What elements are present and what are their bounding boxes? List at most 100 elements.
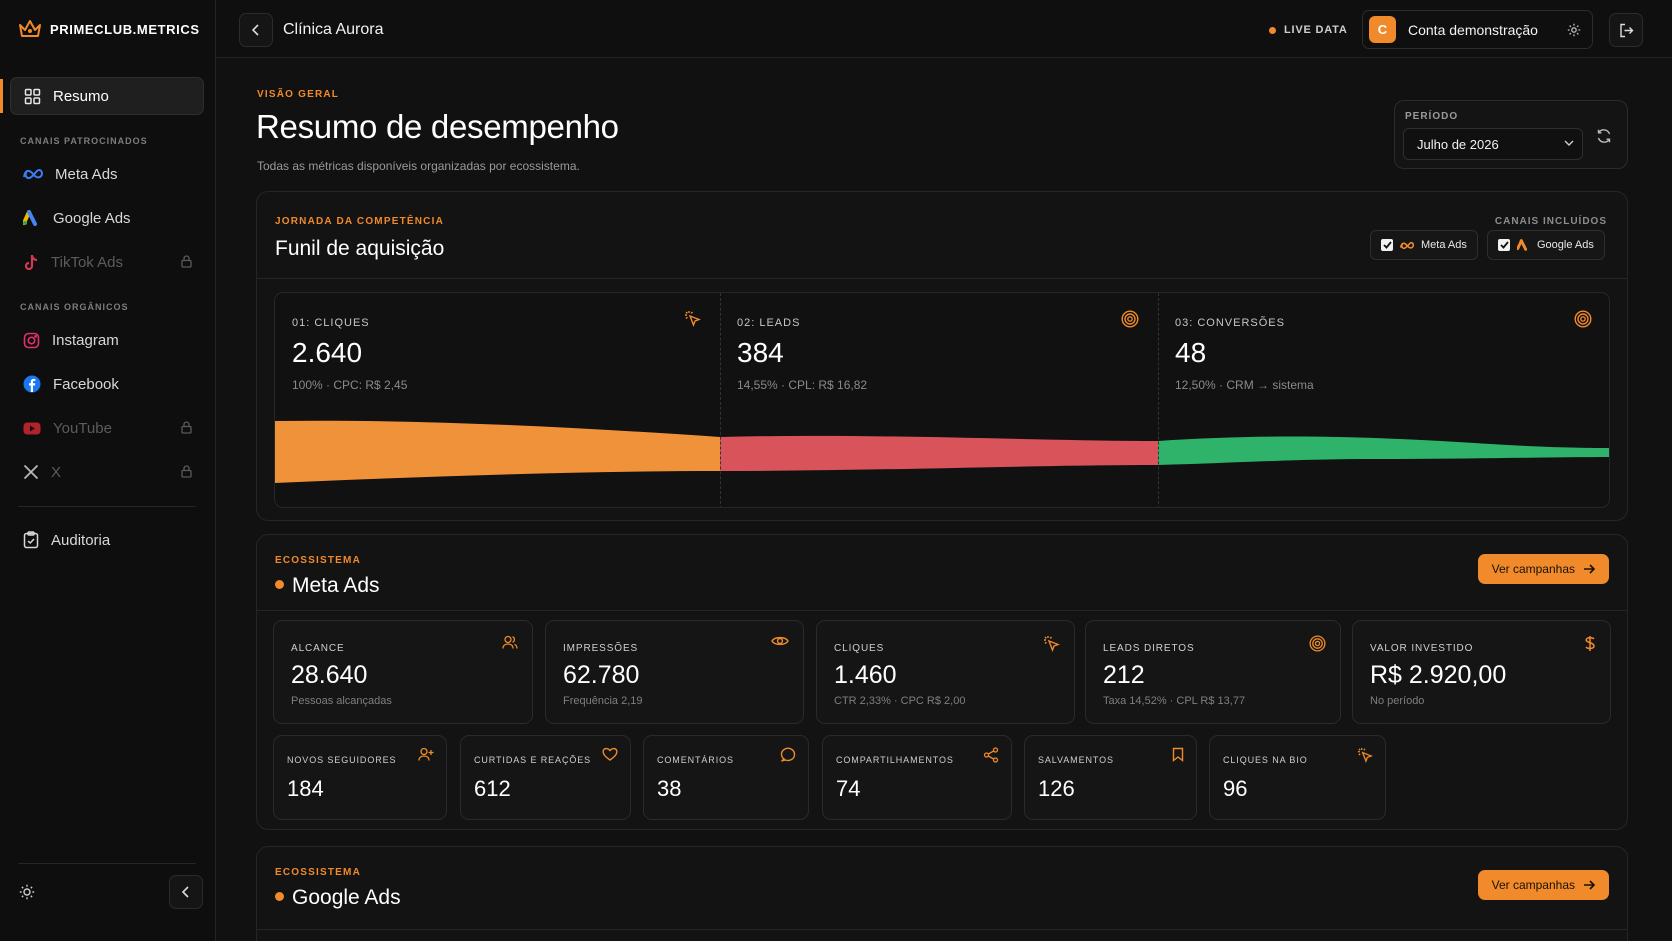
google-ads-section: ECOSSISTEMA Google Ads Ver campanhas [256,846,1628,941]
funnel-title: Funil de aquisição [275,237,445,260]
users-icon [502,635,518,649]
sidebar-divider [18,863,196,864]
tiktok-icon [24,254,38,270]
metric-card-compartilhamentos: COMPARTILHAMENTOS 74 [822,735,1012,820]
metric-value: 126 [1038,776,1075,801]
checkbox-icon[interactable] [1498,239,1510,251]
collapse-sidebar-button[interactable] [169,875,203,909]
page-eyebrow: VISÃO GERAL [257,89,340,100]
stage-sub: 14,55% · CPL: R$ 16,82 [737,378,868,392]
funnel-chart: 01: CLIQUES 2.640 100% · CPC: R$ 2,45 02… [274,292,1610,508]
metric-label: ALCANCE [291,643,345,654]
sidebar-item-auditoria[interactable]: Auditoria [10,521,204,559]
arrow-right-icon [1584,880,1595,890]
crown-icon [19,20,41,37]
back-button[interactable] [239,13,273,47]
section-label-sponsored: CANAIS PATROCINADOS [20,136,148,146]
metric-card-salvamentos: SALVAMENTOS 126 [1024,735,1197,820]
funnel-panel: JORNADA DA COMPETÊNCIA Funil de aquisiçã… [256,191,1628,521]
heart-icon [602,747,618,761]
sidebar-item-meta-ads[interactable]: Meta Ads [10,155,204,193]
channel-chip-meta-ads[interactable]: Meta Ads [1370,230,1478,260]
stage-label: 01: CLIQUES [292,317,370,329]
gear-icon[interactable] [1567,23,1581,37]
page-subtitle: Todas as métricas disponíveis organizada… [257,159,580,173]
cursor-click-icon [1044,636,1060,652]
meta-ads-section: ECOSSISTEMA Meta Ads Ver campanhas ALCAN… [256,534,1628,830]
metric-value: 612 [474,776,511,801]
metric-sub: CTR 2,33% · CPC R$ 2,00 [834,695,966,707]
section-eyebrow: ECOSSISTEMA [275,555,361,566]
account-switcher[interactable]: C Conta demonstração [1362,10,1593,49]
panel-divider [257,610,1627,611]
funnel-stage-conversoes: 03: CONVERSÕES 48 12,50% · CRM → sistema [1158,293,1609,507]
status-dot-icon [275,579,284,589]
sidebar-item-x[interactable]: X [10,453,204,491]
live-data-label: LIVE DATA [1284,24,1348,36]
checkbox-icon[interactable] [1381,239,1393,251]
eye-icon [771,636,789,646]
active-indicator [0,79,3,113]
lock-icon [181,255,192,268]
sidebar-item-label: YouTube [53,419,112,437]
channel-chip-label: Meta Ads [1421,239,1467,251]
user-plus-icon [418,747,434,761]
metric-card-leads-diretos: LEADS DIRETOS 212 Taxa 14,52% · CPL R$ 1… [1085,620,1341,724]
sidebar-item-tiktok-ads[interactable]: TikTok Ads [10,243,204,281]
view-campaigns-button[interactable]: Ver campanhas [1477,554,1609,584]
metric-card-cliques-na-bio: CLIQUES NA BIO 96 [1209,735,1386,820]
metric-card-alcance: ALCANCE 28.640 Pessoas alcançadas [273,620,533,724]
metric-value: R$ 2.920,00 [1370,661,1507,689]
section-title-text: Meta Ads [292,574,380,597]
live-dot-icon [1269,26,1276,34]
theme-toggle-button[interactable] [10,875,44,909]
sidebar-item-google-ads[interactable]: Google Ads [10,199,204,237]
x-icon [23,464,39,480]
metric-label: CURTIDAS E REAÇÕES [474,755,592,765]
topbar: Clínica Aurora LIVE DATA C Conta demonst… [216,0,1672,58]
metric-value: 38 [657,776,682,801]
sidebar-item-label: Instagram [52,331,119,349]
stage-divider [720,293,721,507]
refresh-icon[interactable] [1596,128,1612,144]
brand-logo[interactable]: PRIMECLUB.METRICS [18,18,200,40]
sidebar-item-label: Meta Ads [55,165,118,183]
channel-chip-google-ads[interactable]: Google Ads [1487,230,1605,260]
funnel-stage-cliques: 01: CLIQUES 2.640 100% · CPC: R$ 2,45 [275,293,720,507]
funnel-stage-leads: 02: LEADS 384 14,55% · CPL: R$ 16,82 [720,293,1158,507]
button-label: Ver campanhas [1491,562,1575,576]
period-select[interactable]: Julho de 2026 [1403,128,1583,160]
sidebar-item-youtube[interactable]: YouTube [10,409,204,447]
channel-chip-label: Google Ads [1537,239,1594,251]
section-eyebrow: ECOSSISTEMA [275,867,361,878]
funnel-band-cliques [275,420,720,483]
sun-icon [19,884,35,900]
sidebar-item-resumo[interactable]: Resumo [10,77,204,115]
metric-value: 184 [287,776,324,801]
chevron-left-icon [181,886,189,898]
sidebar-item-instagram[interactable]: Instagram [10,321,204,359]
meta-icon [1400,241,1414,249]
live-data-indicator: LIVE DATA [1269,24,1348,36]
lock-icon [181,421,192,434]
stage-divider [1158,293,1159,507]
sidebar-item-facebook[interactable]: Facebook [10,365,204,403]
metric-value: 62.780 [563,661,640,689]
stage-value: 2.640 [292,337,363,368]
view-campaigns-button[interactable]: Ver campanhas [1477,870,1609,900]
meta-icon [23,169,43,180]
metric-card-valor-investido: VALOR INVESTIDO R$ 2.920,00 No período [1352,620,1611,724]
logout-icon [1619,23,1633,37]
sidebar-item-label: TikTok Ads [51,253,123,271]
metric-label: CLIQUES NA BIO [1223,755,1308,765]
target-icon [1309,635,1326,652]
google-ads-icon [1517,239,1528,251]
metric-label: VALOR INVESTIDO [1370,643,1474,654]
section-title-text: Google Ads [292,886,401,909]
metric-label: IMPRESSÕES [563,643,639,654]
panel-divider [257,929,1627,930]
panel-divider [257,278,1627,279]
account-name: Conta demonstração [1408,21,1538,38]
period-label: PERÍODO [1405,111,1459,122]
logout-button[interactable] [1609,13,1643,47]
